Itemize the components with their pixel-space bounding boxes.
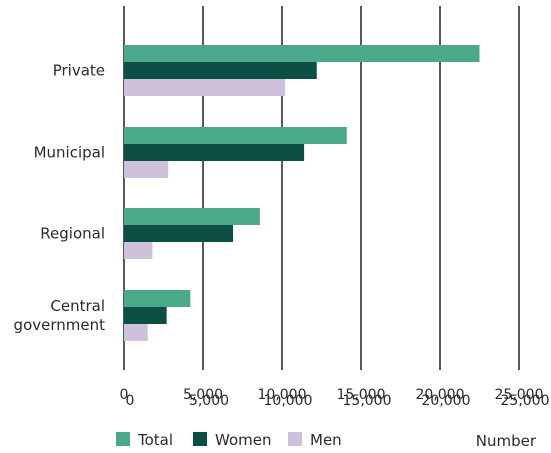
bar-total-0 [124,45,480,62]
x-axis-label: Number [476,432,537,450]
bar-women-3 [124,307,167,324]
x-tick-labels: 0 5,000 10,000 15,000 20,000 25,000 0 5,000 10,0… [120,387,550,409]
x-tick-label-dup-1: 5,000 [189,393,229,409]
legend-label-men: Men [310,431,342,449]
x-tick-label-dup-4: 20,000 [422,393,471,409]
x-tick-label-dup-3: 15,000 [343,393,392,409]
category-label-0: Private [53,62,105,80]
bar-men-1 [124,161,169,178]
bar-women-2 [124,225,234,242]
legend-swatch-total [116,432,130,446]
bar-total-3 [124,290,191,307]
x-tick-label-5: 25,000 [495,387,544,403]
bar-total-2 [124,208,260,225]
x-tick-label-dup-0: 0 [126,393,135,409]
bar-men-0 [124,79,286,96]
category-label-3: Central government [14,297,106,334]
category-label-1: Municipal [34,144,105,162]
legend-swatch-women [193,432,207,446]
legend: Total Women Men [116,431,342,449]
category-label-2: Regional [40,225,105,243]
legend-label-total: Total [137,431,173,449]
bar-men-2 [124,242,153,259]
x-tick-label-2: 10,000 [258,387,307,403]
x-tick-label-4: 20,000 [416,387,465,403]
x-tick-label-0: 0 [120,387,129,403]
x-tick-label-1: 5,000 [183,387,223,403]
legend-label-women: Women [215,431,271,449]
bar-men-3 [124,324,148,341]
bar-women-0 [124,62,317,79]
category-labels: Private Municipal Regional Central governmen… [14,62,106,335]
bar-total-1 [124,127,347,144]
x-tick-label-dup-2: 10,000 [264,393,313,409]
bars [124,45,480,341]
legend-swatch-men [288,432,302,446]
x-tick-label-3: 15,000 [337,387,386,403]
bar-women-1 [124,144,305,161]
x-tick-label-dup-5: 25,000 [501,393,550,409]
